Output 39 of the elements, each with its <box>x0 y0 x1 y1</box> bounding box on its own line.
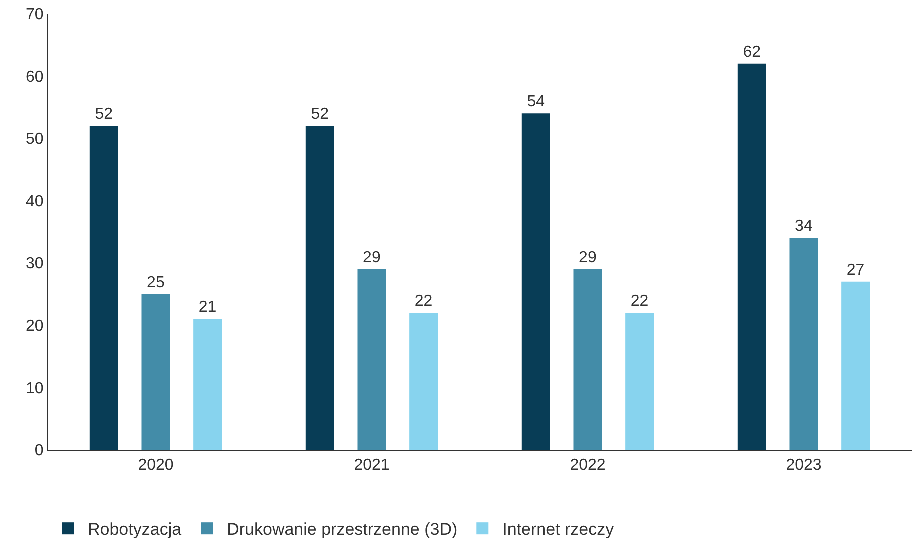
bar <box>90 126 118 450</box>
data-label: 34 <box>795 218 813 236</box>
bar <box>358 269 386 450</box>
data-label: 62 <box>743 44 762 61</box>
bar <box>790 238 818 450</box>
y-tick-label: 40 <box>26 193 44 210</box>
y-tick-label: 10 <box>26 380 44 398</box>
legend-label: Robotyzacja <box>88 520 182 540</box>
legend-label: Drukowanie przestrzenne (3D) <box>227 520 458 540</box>
x-tick-label: 2022 <box>570 457 606 474</box>
bar <box>522 114 550 450</box>
bar <box>738 64 766 450</box>
y-tick-label: 50 <box>26 131 44 148</box>
x-tick-label: 2023 <box>786 457 822 474</box>
data-label: 22 <box>630 292 649 310</box>
bar <box>842 282 870 450</box>
y-tick-label: 0 <box>34 442 44 460</box>
data-label: 25 <box>147 274 165 292</box>
bar <box>574 269 602 450</box>
bar <box>306 126 334 450</box>
data-label: 52 <box>311 106 330 124</box>
bar <box>142 294 170 450</box>
x-tick-label: 2021 <box>354 457 390 474</box>
data-label: 27 <box>846 262 865 279</box>
bar <box>194 319 222 450</box>
y-tick-label: 20 <box>26 318 44 336</box>
x-tick-label: 2020 <box>138 457 174 474</box>
y-tick-label: 60 <box>26 68 44 86</box>
data-label: 21 <box>198 299 217 316</box>
data-label: 22 <box>414 292 433 310</box>
bar <box>626 312 654 450</box>
legend-label: Internet rzeczy <box>502 520 615 540</box>
data-label: 52 <box>95 106 114 124</box>
data-label: 29 <box>579 249 597 266</box>
y-tick-label: 70 <box>26 6 44 24</box>
data-label: 29 <box>363 249 381 266</box>
y-tick-label: 30 <box>26 256 44 273</box>
data-label: 54 <box>527 94 546 111</box>
bar <box>410 312 438 450</box>
